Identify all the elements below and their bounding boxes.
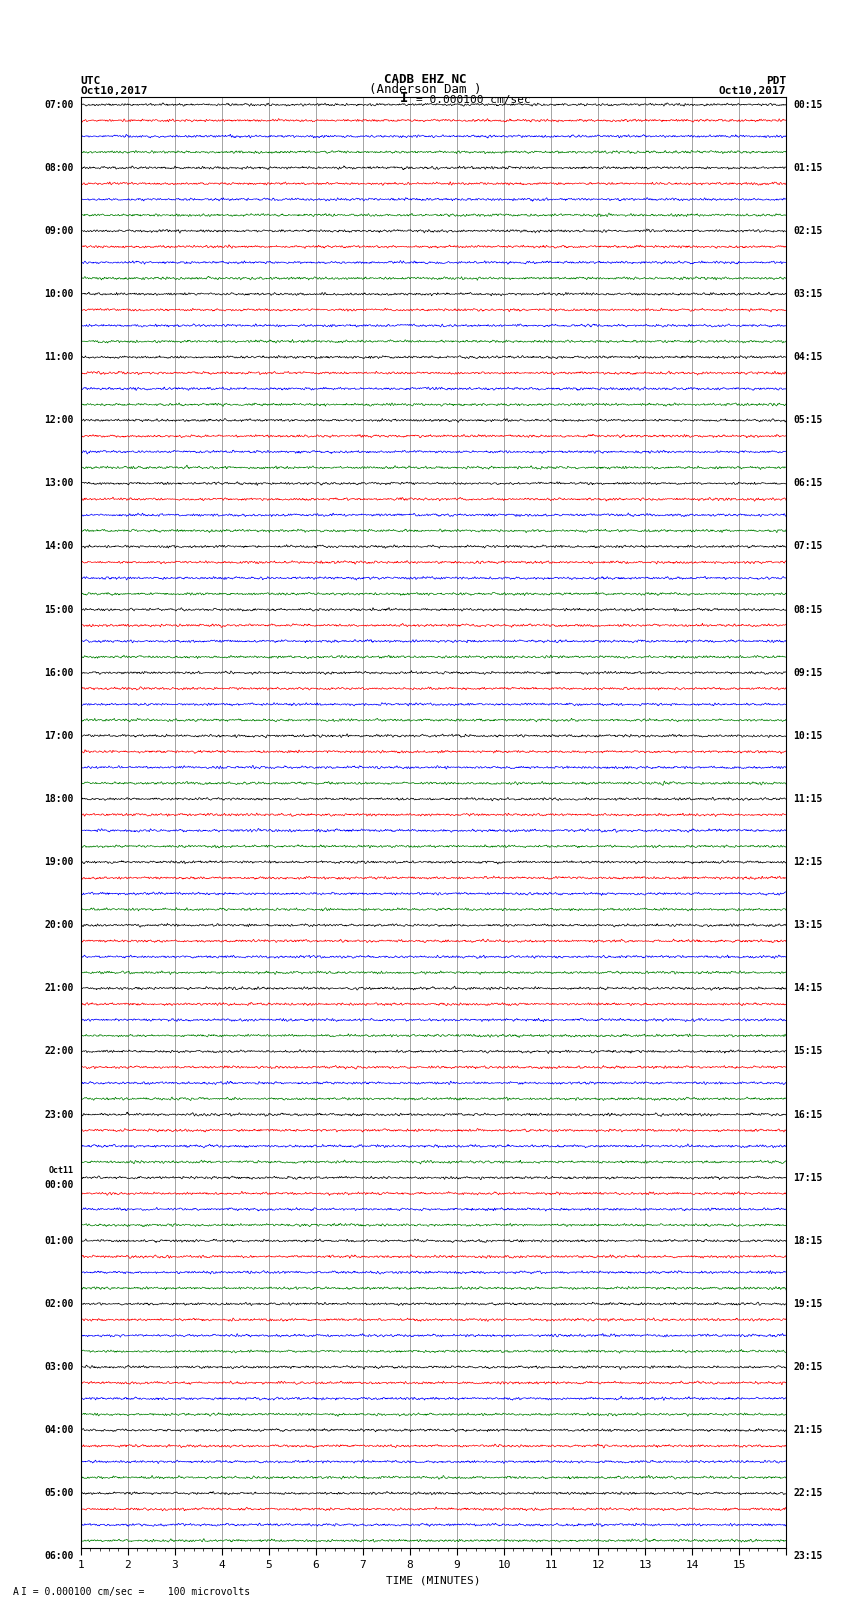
Text: Oct11: Oct11 — [48, 1166, 74, 1176]
Text: A: A — [13, 1587, 19, 1597]
Text: 17:15: 17:15 — [793, 1173, 823, 1182]
Text: 06:15: 06:15 — [793, 479, 823, 489]
X-axis label: TIME (MINUTES): TIME (MINUTES) — [386, 1576, 481, 1586]
Text: 14:15: 14:15 — [793, 984, 823, 994]
Text: 19:15: 19:15 — [793, 1298, 823, 1308]
Text: 19:00: 19:00 — [44, 857, 74, 868]
Text: PDT: PDT — [766, 76, 786, 85]
Text: 13:15: 13:15 — [793, 919, 823, 931]
Text: 14:00: 14:00 — [44, 542, 74, 552]
Text: 23:15: 23:15 — [793, 1552, 823, 1561]
Text: 05:00: 05:00 — [44, 1489, 74, 1498]
Text: 23:00: 23:00 — [44, 1110, 74, 1119]
Text: 04:15: 04:15 — [793, 352, 823, 363]
Text: UTC: UTC — [81, 76, 101, 85]
Text: I = 0.000100 cm/sec =    100 microvolts: I = 0.000100 cm/sec = 100 microvolts — [21, 1587, 251, 1597]
Text: 10:15: 10:15 — [793, 731, 823, 740]
Text: 02:15: 02:15 — [793, 226, 823, 235]
Text: 06:00: 06:00 — [44, 1552, 74, 1561]
Text: 15:00: 15:00 — [44, 605, 74, 615]
Text: 22:00: 22:00 — [44, 1047, 74, 1057]
Text: 12:15: 12:15 — [793, 857, 823, 868]
Text: CADB EHZ NC: CADB EHZ NC — [383, 73, 467, 85]
Text: 10:00: 10:00 — [44, 289, 74, 298]
Text: 12:00: 12:00 — [44, 415, 74, 426]
Text: 09:00: 09:00 — [44, 226, 74, 235]
Text: 01:00: 01:00 — [44, 1236, 74, 1245]
Text: 07:00: 07:00 — [44, 100, 74, 110]
Text: 00:15: 00:15 — [793, 100, 823, 110]
Text: 13:00: 13:00 — [44, 479, 74, 489]
Text: 18:00: 18:00 — [44, 794, 74, 803]
Text: 16:15: 16:15 — [793, 1110, 823, 1119]
Text: 18:15: 18:15 — [793, 1236, 823, 1245]
Text: 08:15: 08:15 — [793, 605, 823, 615]
Text: 16:00: 16:00 — [44, 668, 74, 677]
Text: Oct10,2017: Oct10,2017 — [81, 85, 148, 97]
Text: 01:15: 01:15 — [793, 163, 823, 173]
Text: 03:15: 03:15 — [793, 289, 823, 298]
Text: 00:00: 00:00 — [44, 1181, 74, 1190]
Text: 04:00: 04:00 — [44, 1426, 74, 1436]
Text: 02:00: 02:00 — [44, 1298, 74, 1308]
Text: 05:15: 05:15 — [793, 415, 823, 426]
Text: (Anderson Dam ): (Anderson Dam ) — [369, 82, 481, 97]
Text: 11:15: 11:15 — [793, 794, 823, 803]
Text: Oct10,2017: Oct10,2017 — [719, 85, 786, 97]
Text: 15:15: 15:15 — [793, 1047, 823, 1057]
Text: = 0.000100 cm/sec: = 0.000100 cm/sec — [416, 95, 531, 105]
Text: 21:15: 21:15 — [793, 1426, 823, 1436]
Text: 03:00: 03:00 — [44, 1361, 74, 1373]
Text: 20:00: 20:00 — [44, 919, 74, 931]
Text: 22:15: 22:15 — [793, 1489, 823, 1498]
Text: 17:00: 17:00 — [44, 731, 74, 740]
Text: 07:15: 07:15 — [793, 542, 823, 552]
Text: 11:00: 11:00 — [44, 352, 74, 363]
Text: 20:15: 20:15 — [793, 1361, 823, 1373]
Text: 08:00: 08:00 — [44, 163, 74, 173]
Text: 09:15: 09:15 — [793, 668, 823, 677]
Text: I: I — [400, 90, 408, 105]
Text: 21:00: 21:00 — [44, 984, 74, 994]
